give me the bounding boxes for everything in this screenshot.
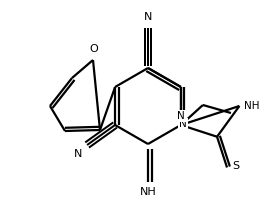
Text: S: S [232, 162, 239, 172]
Text: N: N [144, 12, 152, 22]
Text: N: N [74, 149, 82, 159]
Text: O: O [90, 44, 98, 54]
Text: NH: NH [244, 101, 260, 111]
Text: N: N [179, 119, 187, 129]
Text: N: N [177, 111, 185, 121]
Text: NH: NH [140, 187, 156, 197]
